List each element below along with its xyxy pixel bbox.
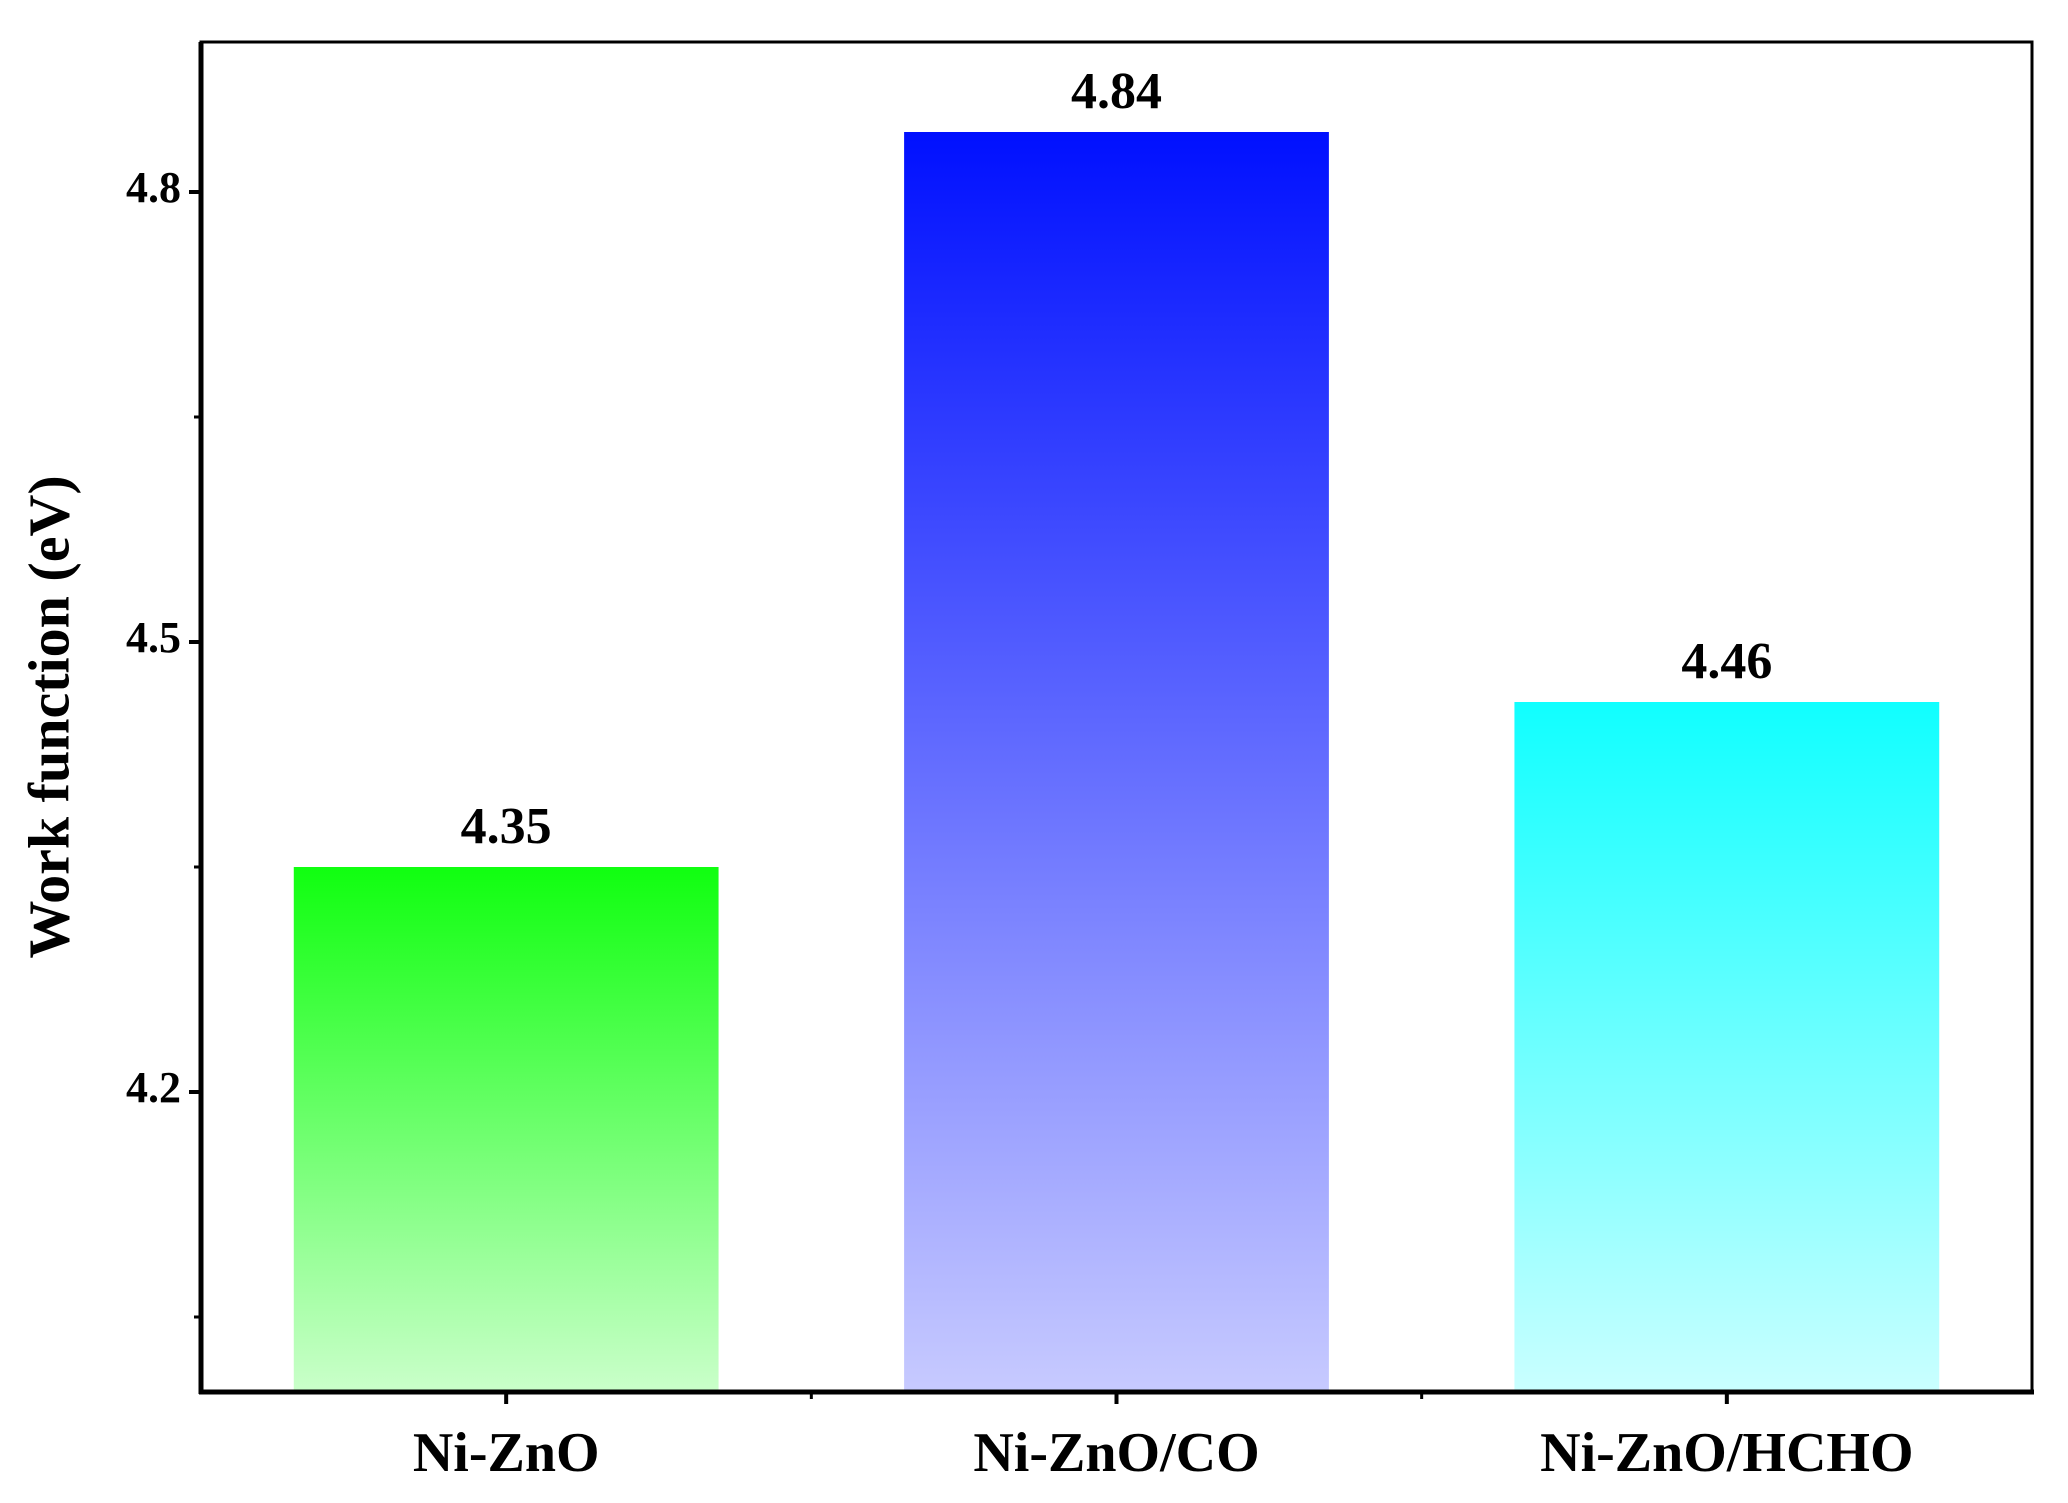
bar xyxy=(293,867,719,1392)
y-axis-title: Work function (eV) xyxy=(16,475,81,958)
value-label: 4.84 xyxy=(1071,63,1162,120)
value-label: 4.35 xyxy=(461,798,552,855)
y-tick-label: 4.2 xyxy=(126,1063,181,1112)
x-tick-label: Ni-ZnO xyxy=(413,1422,600,1484)
x-tick-label: Ni-ZnO/HCHO xyxy=(1540,1422,1913,1484)
value-label: 4.46 xyxy=(1681,633,1772,690)
bar xyxy=(904,132,1329,1392)
y-tick-label: 4.8 xyxy=(126,163,181,212)
x-tick-label: Ni-ZnO/CO xyxy=(973,1422,1259,1484)
bar xyxy=(1514,702,1940,1392)
y-tick-label: 4.5 xyxy=(126,613,181,662)
